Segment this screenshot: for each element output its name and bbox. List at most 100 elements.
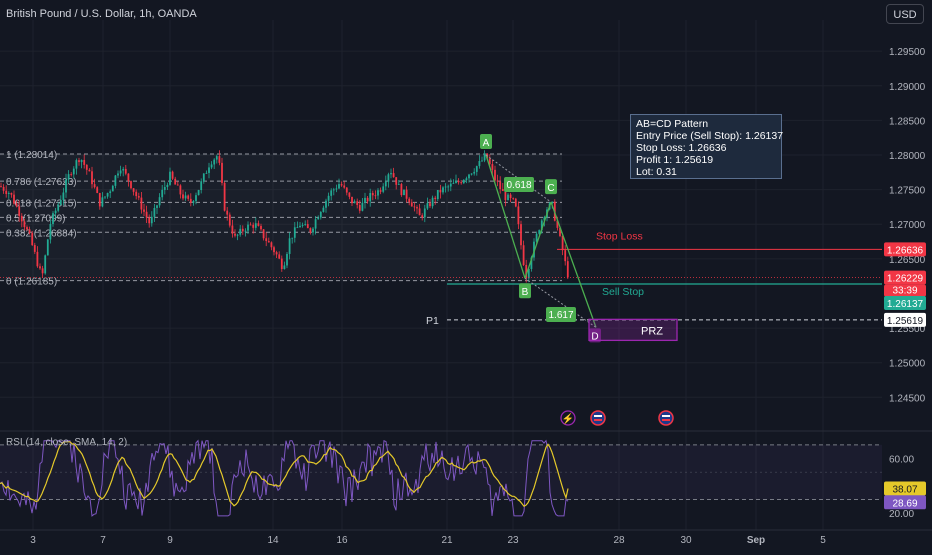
candle-body: [366, 197, 369, 202]
candle-body: [13, 194, 15, 204]
candle-body: [280, 258, 283, 270]
candle-body: [267, 241, 270, 243]
candle-body: [119, 170, 122, 174]
candle-body: [429, 203, 431, 207]
candle-body: [522, 245, 525, 265]
candle-body: [228, 214, 231, 226]
candle-body: [5, 190, 8, 194]
candle-body: [150, 216, 153, 224]
candle-body: [166, 184, 169, 188]
candle-body: [483, 153, 486, 161]
candle-body: [361, 202, 364, 211]
candle-body: [468, 174, 470, 179]
candle-body: [265, 238, 268, 242]
candle-body: [275, 252, 278, 255]
candle-body: [23, 221, 26, 228]
candle-body: [223, 182, 226, 211]
price-tick-label: 1.25000: [889, 359, 926, 370]
candle-body: [431, 197, 434, 207]
candle-body: [504, 191, 507, 201]
candle-body: [72, 168, 75, 175]
candle-body: [231, 225, 234, 234]
candle-body: [28, 229, 31, 234]
candle-body: [98, 192, 101, 207]
candle-body: [525, 264, 528, 279]
candle-body: [15, 203, 18, 207]
candle-body: [304, 224, 307, 225]
candle-body: [26, 227, 28, 230]
candle-body: [278, 254, 281, 259]
candle-body: [62, 192, 65, 200]
candle-body: [241, 228, 244, 232]
last-price-badge: 1.26229: [887, 274, 924, 285]
candle-body: [384, 181, 387, 187]
candle-body: [465, 178, 468, 181]
time-tick-label: 28: [613, 535, 625, 546]
candle-body: [52, 213, 54, 224]
pattern-info-box[interactable]: AB=CD Pattern Entry Price (Sell Stop): 1…: [630, 114, 783, 179]
fib-level-label: 0.618 (1.27315): [6, 198, 77, 209]
time-tick-label: 9: [167, 535, 173, 546]
candle-body: [130, 181, 132, 189]
candle-body: [57, 204, 60, 211]
candle-body: [564, 250, 567, 262]
currency-button[interactable]: USD: [886, 4, 924, 24]
abcd-pattern[interactable]: PRZ A B C D 0.618 1.617: [480, 134, 678, 343]
candle-body: [153, 207, 156, 217]
candle-body: [75, 160, 78, 169]
candle-body: [187, 195, 190, 199]
candle-body: [478, 161, 481, 167]
candle-body: [132, 188, 135, 192]
candle-body: [449, 183, 452, 187]
candle-body: [455, 180, 457, 183]
candle-body: [270, 242, 273, 248]
candle-body: [530, 257, 533, 269]
candle-body: [83, 159, 86, 165]
candle-body: [434, 197, 437, 200]
pattern-leg: [550, 201, 597, 328]
candle-body: [46, 239, 49, 256]
candle-body: [426, 203, 429, 209]
candle-body: [2, 186, 5, 191]
event-markers[interactable]: ⚡: [560, 410, 674, 426]
time-tick-label: 23: [507, 535, 519, 546]
info-stop: Stop Loss: 1.26636: [636, 142, 727, 154]
point-label-a-bg: [480, 134, 492, 149]
candle-body: [156, 205, 158, 208]
time-tick-label: 3: [30, 535, 36, 546]
time-tick-label: 16: [336, 535, 348, 546]
fib-level-label: 0.786 (1.27623): [6, 177, 77, 188]
candle-body: [351, 196, 353, 204]
candle-body: [54, 210, 57, 214]
candle-body: [364, 197, 366, 203]
candle-body: [379, 190, 382, 192]
candle-body: [538, 230, 541, 234]
rsi-pane[interactable]: 60.00 20.00 38.07 28.69: [0, 439, 926, 520]
us-flag-icon: [590, 410, 606, 426]
candle-body: [143, 209, 145, 212]
point-label-b: B: [522, 287, 529, 298]
candle-body: [122, 168, 125, 171]
us-flag-stripe: [594, 415, 602, 417]
candle-body: [161, 189, 164, 198]
candle-body: [540, 220, 543, 231]
us-flag-stripe: [662, 419, 670, 421]
candle-body: [335, 188, 338, 190]
candle-body: [309, 228, 312, 233]
price-tick-label: 1.28000: [889, 151, 926, 162]
candle-body: [158, 197, 161, 206]
candle-body: [286, 253, 288, 266]
candle-body: [184, 195, 187, 199]
price-tick-label: 1.29500: [889, 47, 926, 58]
candle-body: [306, 224, 309, 229]
candle-body: [210, 164, 213, 168]
candle-body: [392, 173, 395, 178]
candle-body: [507, 194, 509, 201]
candle-body: [418, 208, 421, 216]
ratio-label-bd: 1.617: [548, 310, 573, 321]
point-label-a: A: [483, 138, 490, 149]
info-profit: Profit 1: 1.25619: [636, 154, 714, 166]
